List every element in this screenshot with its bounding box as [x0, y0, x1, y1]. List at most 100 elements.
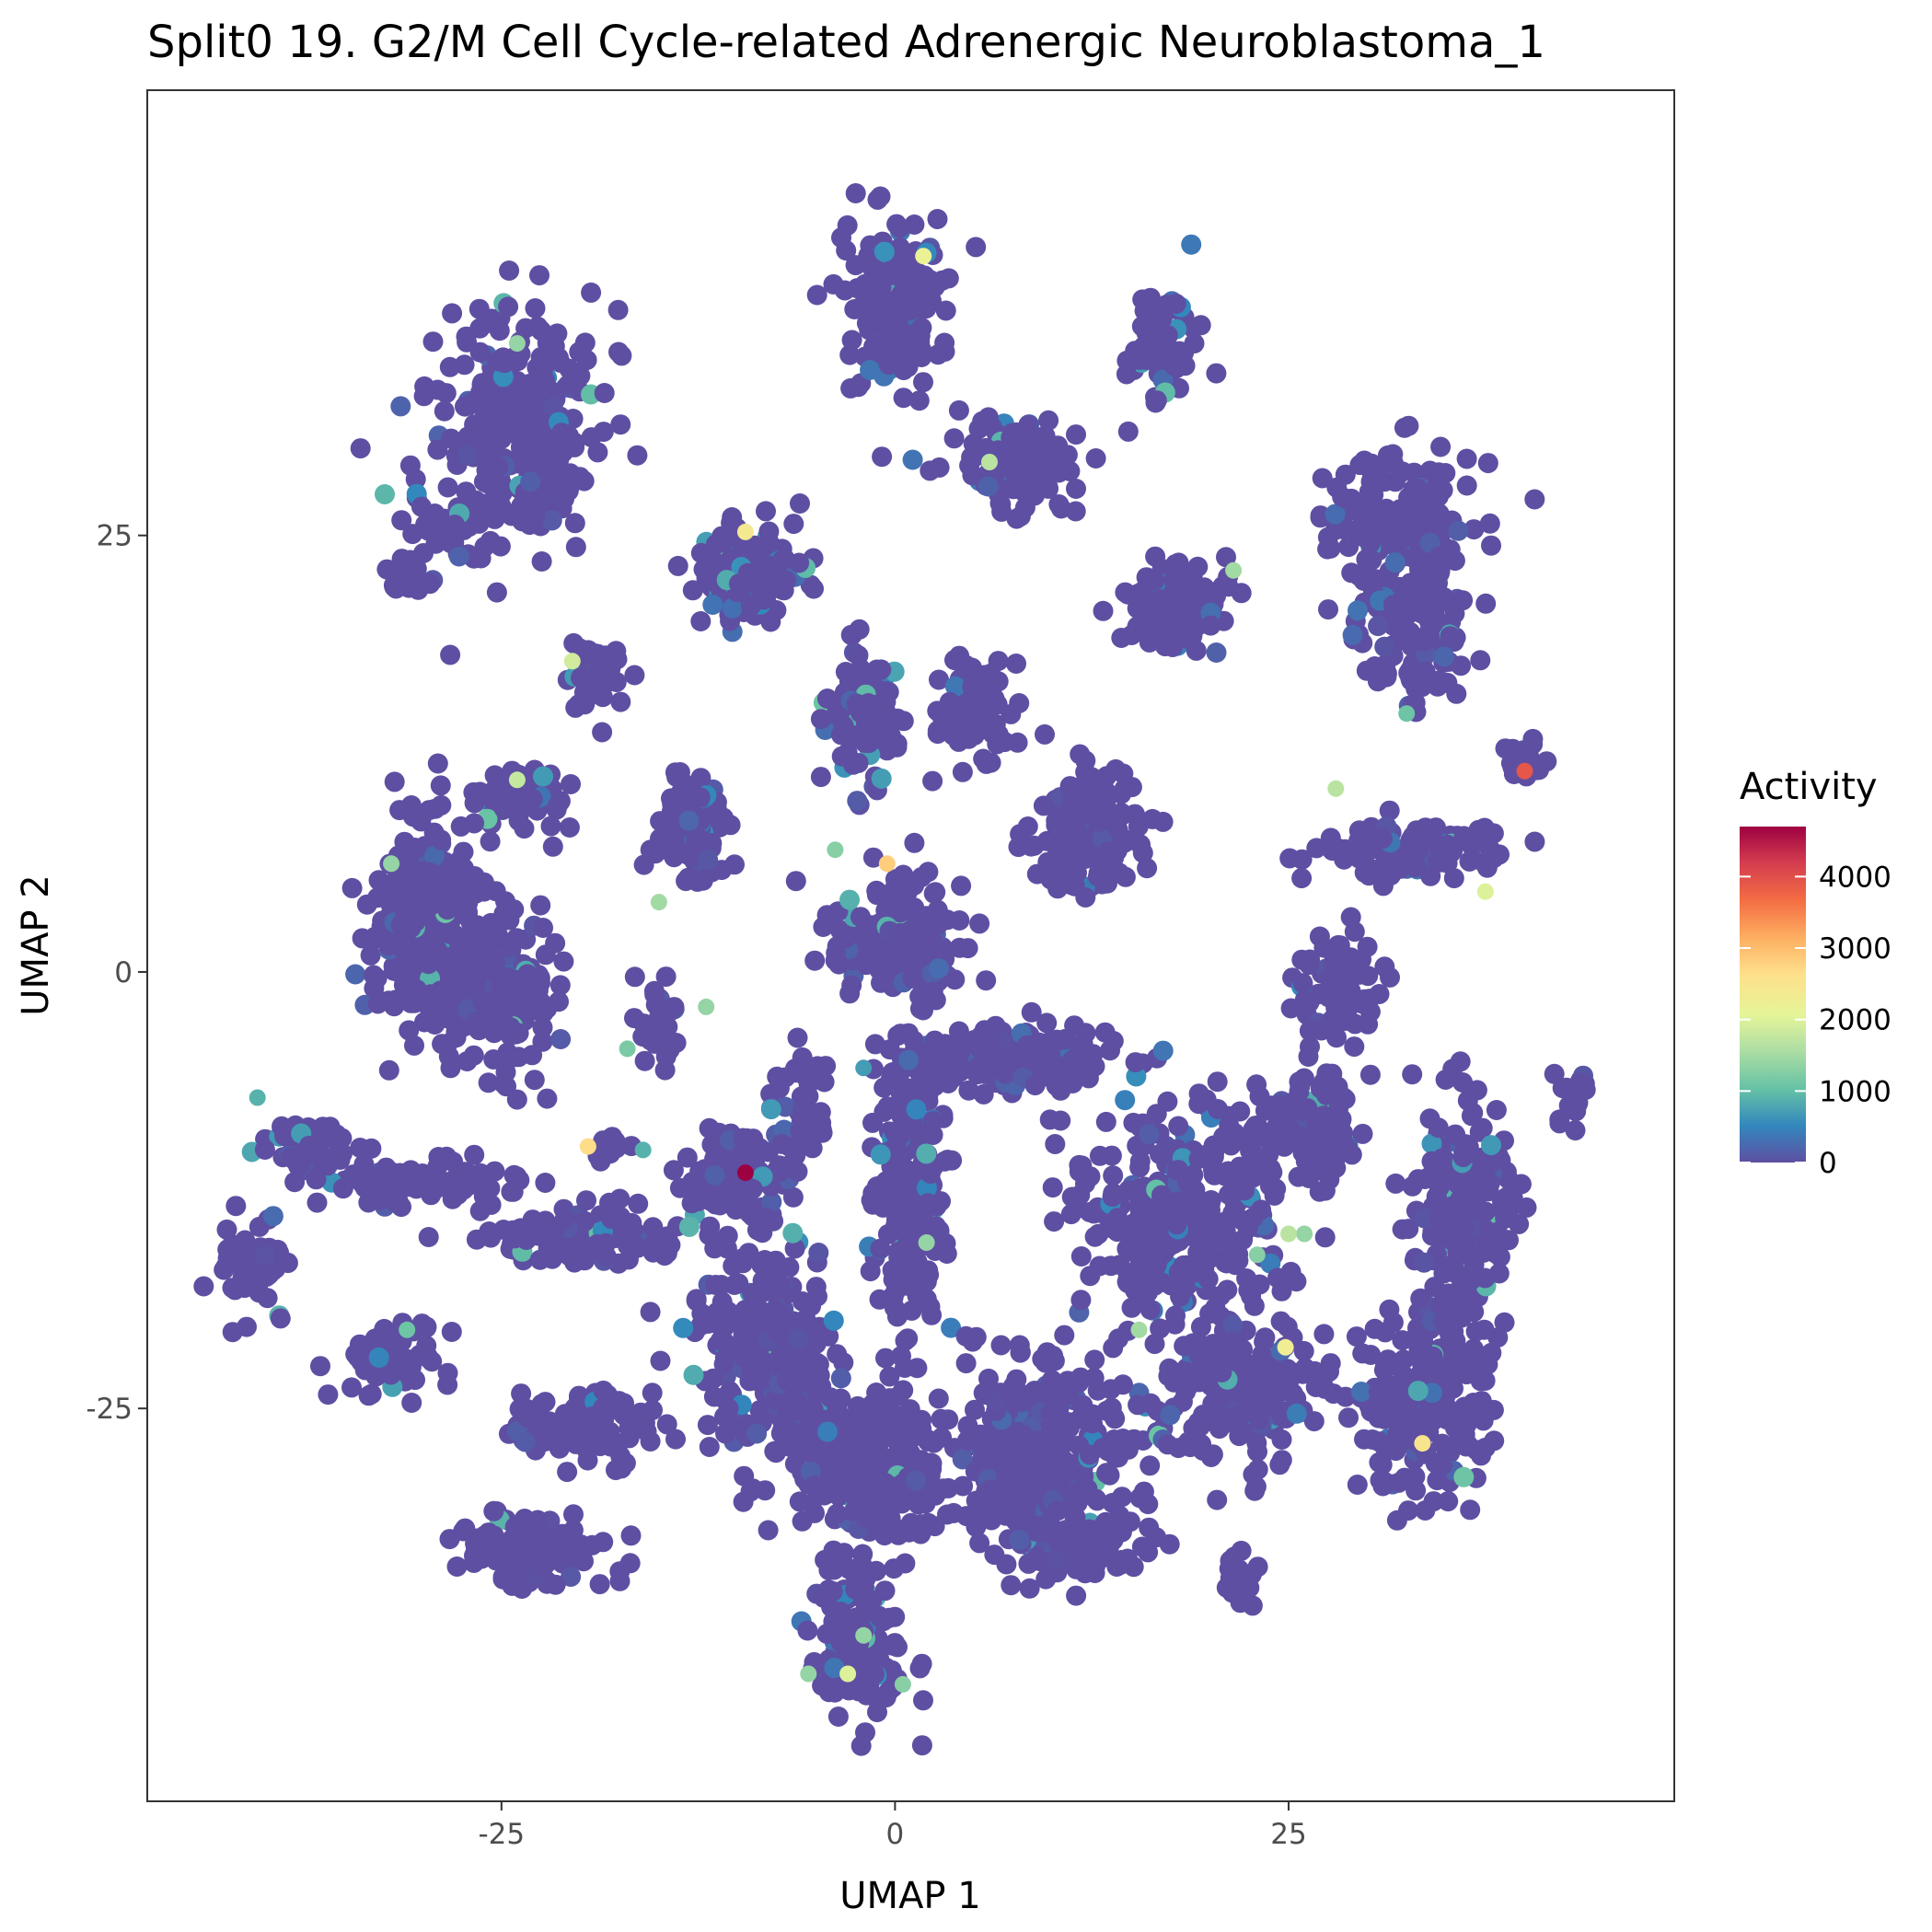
cell-point — [1206, 642, 1227, 663]
cell-point — [601, 1131, 622, 1152]
cell-point — [918, 1193, 938, 1214]
cell-point — [1440, 626, 1461, 647]
cell-point — [911, 1653, 932, 1674]
cell-point — [568, 694, 589, 715]
cell-point — [563, 1504, 584, 1525]
cell-point — [1099, 1464, 1120, 1486]
cell-point — [535, 1173, 556, 1193]
cell-point — [1448, 520, 1469, 541]
cell-point — [1136, 349, 1157, 370]
cell-point — [457, 445, 478, 466]
cell-point — [890, 1125, 911, 1146]
cell-point — [831, 227, 851, 249]
cell-point — [678, 810, 700, 831]
cell-point — [839, 344, 861, 365]
cell-point — [928, 958, 949, 979]
cell-point — [976, 753, 997, 774]
cell-point — [1409, 839, 1430, 860]
cell-point — [846, 693, 867, 714]
cell-point — [382, 1170, 403, 1191]
cell-point — [1007, 732, 1028, 753]
cell-point — [515, 1230, 537, 1250]
cell-point — [318, 1384, 339, 1406]
cell-point — [1181, 234, 1202, 255]
cell-point — [1133, 1481, 1154, 1502]
cell-point — [378, 1059, 399, 1081]
chart-title: Split0 19. G2/M Cell Cycle-related Adren… — [147, 17, 1545, 68]
cell-point — [916, 1060, 937, 1082]
cell-point — [440, 644, 461, 665]
cell-point — [478, 400, 499, 422]
cell-point — [1359, 533, 1381, 554]
cell-point — [728, 1273, 749, 1294]
cell-point — [542, 836, 563, 857]
cell-point — [851, 1567, 873, 1588]
cell-point — [520, 471, 541, 492]
cell-point — [1200, 615, 1221, 636]
cell-point — [589, 1574, 610, 1595]
cell-point — [665, 1429, 686, 1450]
cell-point — [469, 503, 490, 523]
cell-point — [699, 1117, 720, 1139]
cell-point — [401, 1393, 422, 1413]
cell-point — [511, 1383, 532, 1405]
cell-point — [442, 303, 463, 324]
cell-point — [508, 1047, 529, 1068]
cell-point — [903, 1275, 923, 1296]
cell-point — [927, 209, 948, 229]
cell-point — [1163, 570, 1185, 591]
cell-point — [848, 376, 869, 398]
cell-point — [1168, 552, 1189, 573]
cell-point — [483, 1525, 504, 1546]
cell-point — [1374, 471, 1395, 492]
cell-point — [486, 582, 507, 603]
cell-point — [1115, 582, 1136, 603]
cell-point — [939, 691, 960, 712]
cell-point — [870, 1238, 891, 1259]
cell-point — [464, 1144, 485, 1165]
cell-point — [1294, 989, 1315, 1011]
cell-point — [1374, 636, 1395, 657]
cell-point — [494, 404, 515, 425]
cell-point — [530, 895, 551, 916]
cell-point — [804, 950, 826, 971]
cell-point — [640, 1431, 661, 1452]
cell-point — [830, 1388, 851, 1409]
cell-point — [1468, 819, 1489, 840]
cell-point — [235, 1265, 256, 1286]
cell-point — [756, 557, 777, 578]
cell-point — [611, 345, 632, 366]
cell-point — [969, 913, 990, 934]
cell-point — [979, 1479, 1001, 1500]
cell-point — [254, 1140, 275, 1160]
cell-point — [928, 1388, 949, 1409]
cell-point — [1139, 631, 1160, 653]
cell-point — [740, 596, 761, 616]
cell-point — [693, 559, 714, 580]
cell-point — [418, 1227, 439, 1247]
cell-point — [654, 1059, 676, 1081]
cell-point — [1001, 427, 1022, 448]
cell-point — [1379, 503, 1400, 525]
cell-point — [978, 407, 999, 428]
cell-point — [1010, 1342, 1031, 1363]
cell-point — [1394, 527, 1416, 549]
cell-point — [728, 573, 749, 595]
cell-point — [534, 378, 555, 399]
cell-point — [466, 973, 486, 994]
cell-point — [1318, 599, 1338, 620]
cell-point — [341, 877, 363, 898]
cell-point — [503, 899, 525, 920]
cell-point — [1059, 1384, 1080, 1405]
cell-point — [583, 670, 604, 690]
cell-point — [564, 513, 585, 534]
cell-point — [1358, 1013, 1379, 1035]
cell-point — [1048, 494, 1070, 515]
cell-point — [1055, 827, 1076, 849]
cell-point — [897, 1159, 918, 1180]
cell-point — [495, 1061, 516, 1082]
cell-point — [455, 951, 476, 972]
cell-point — [889, 217, 910, 238]
cell-point — [816, 688, 838, 709]
cell-point — [789, 552, 810, 573]
